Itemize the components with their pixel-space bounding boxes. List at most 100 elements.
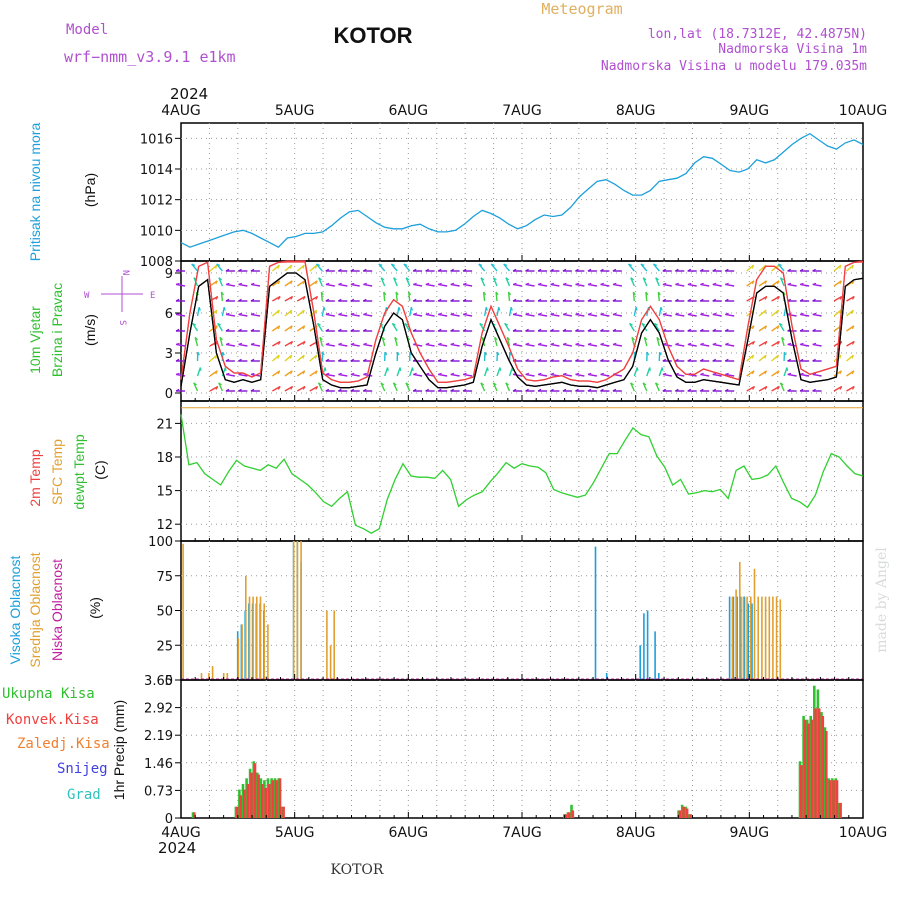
wind-arrow-head bbox=[712, 388, 717, 392]
wind-arrow-head bbox=[812, 342, 817, 345]
wind-arrow-head bbox=[642, 277, 647, 281]
wind-arrow-head bbox=[250, 358, 255, 362]
y-tick-label: 100 bbox=[148, 535, 173, 550]
wind-arrow-head bbox=[575, 298, 579, 302]
wind-arrow-head bbox=[600, 328, 604, 332]
wind-arrow bbox=[218, 382, 224, 392]
wind-arrow-head bbox=[525, 312, 530, 315]
wind-arrow bbox=[771, 340, 780, 347]
precip-legend-snow: Snijeg bbox=[57, 761, 108, 777]
wind-arrow-head bbox=[725, 282, 729, 285]
wind-arrow bbox=[403, 263, 411, 272]
wind-arrow-head bbox=[537, 388, 542, 392]
wind-arrow-head bbox=[575, 358, 579, 362]
wind-arrow-head bbox=[687, 312, 692, 315]
bar-total_precip bbox=[273, 778, 277, 818]
wind-arrow-head bbox=[562, 268, 567, 272]
wind-arrow bbox=[193, 382, 199, 392]
wind-arrow-head bbox=[687, 298, 692, 302]
bar-conv_precip bbox=[257, 774, 260, 818]
bar-high_cloud bbox=[646, 610, 649, 680]
wind-arrow bbox=[600, 283, 610, 287]
wind-arrow bbox=[413, 343, 423, 347]
y-tick-label: 1016 bbox=[140, 132, 173, 147]
bar-conv_precip bbox=[282, 806, 285, 818]
wind-arrow bbox=[271, 325, 281, 332]
wind-arrow bbox=[758, 354, 767, 362]
wind-arrow-head bbox=[338, 328, 342, 332]
wind-arrow-head bbox=[463, 282, 467, 285]
wind-arrow-head bbox=[425, 358, 429, 362]
x-tick-label-bottom: 9AUG bbox=[730, 825, 770, 841]
wind-arrow-head bbox=[662, 372, 667, 375]
wind-arrow-head bbox=[764, 354, 767, 359]
wind-arrow-head bbox=[587, 342, 592, 345]
wind-arrow bbox=[812, 343, 822, 347]
wind-arrow bbox=[512, 343, 523, 347]
wind-arrow-head bbox=[600, 358, 604, 362]
wind-arrow bbox=[506, 337, 511, 347]
wind-arrow-head bbox=[175, 328, 180, 332]
wind-arrow-head bbox=[290, 325, 293, 330]
x-tick-label-bottom: 4AUG bbox=[161, 825, 201, 841]
wind-arrow bbox=[812, 283, 822, 287]
wind-arrow-head bbox=[215, 296, 219, 300]
wind-arrow-head bbox=[504, 322, 509, 326]
wind-arrow-head bbox=[525, 328, 529, 332]
wind-arrow bbox=[250, 313, 261, 317]
wind-arrow-head bbox=[725, 372, 729, 375]
wind-arrow-head bbox=[630, 277, 634, 281]
wind-arrow-head bbox=[575, 342, 580, 345]
wind-arrow-head bbox=[778, 263, 782, 266]
wind-arrow-head bbox=[587, 388, 592, 392]
wind-arrow-head bbox=[600, 312, 604, 315]
wind-arrow bbox=[771, 370, 780, 377]
y-tick-label: 1012 bbox=[140, 194, 173, 209]
wind-arrow-head bbox=[289, 309, 293, 314]
bar-high_cloud bbox=[751, 603, 753, 680]
wind-arrow bbox=[507, 291, 511, 302]
wind-arrow-head bbox=[412, 328, 417, 332]
wind-arrow-head bbox=[839, 264, 842, 269]
wind-arrow-head bbox=[250, 328, 255, 332]
wind-arrow-head bbox=[381, 336, 386, 341]
wind-arrow-head bbox=[199, 367, 202, 372]
wind-arrow bbox=[238, 373, 248, 377]
wind-arrow-head bbox=[493, 382, 497, 386]
wind-arrow bbox=[758, 264, 767, 272]
wind-arrow-head bbox=[700, 372, 704, 375]
wind-arrow-head bbox=[751, 264, 755, 269]
wind-arrow-head bbox=[250, 298, 255, 302]
wind-arrow-head bbox=[799, 268, 804, 272]
wind-arrow-head bbox=[641, 322, 646, 326]
wind-arrow-head bbox=[654, 322, 658, 326]
wind-arrow-head bbox=[653, 263, 658, 266]
wind-arrow-head bbox=[537, 372, 542, 375]
wind-arrow-head bbox=[302, 370, 306, 375]
wind-arrow-head bbox=[277, 354, 280, 359]
wind-arrow bbox=[381, 337, 386, 347]
bar-high_cloud bbox=[643, 613, 645, 680]
wind-arrow bbox=[478, 263, 486, 272]
wind-arrow bbox=[221, 367, 227, 377]
bar-high_cloud bbox=[605, 673, 608, 680]
wind-arrow bbox=[781, 337, 785, 347]
wind-arrow bbox=[525, 313, 535, 317]
wind-arrow-head bbox=[350, 358, 355, 362]
temp-side-label-3: dewpt Temp bbox=[71, 434, 87, 509]
wind-arrow-head bbox=[175, 358, 180, 362]
cloud-ylabel: (%) bbox=[87, 597, 103, 619]
wind-arrow-head bbox=[699, 358, 704, 362]
wind-arrow-head bbox=[277, 341, 281, 345]
wind-arrow bbox=[296, 385, 306, 392]
wind-arrow-head bbox=[612, 312, 617, 315]
wind-arrow bbox=[225, 283, 236, 287]
wind-arrow bbox=[600, 313, 610, 317]
wind-arrow-head bbox=[378, 263, 383, 266]
wind-arrow-head bbox=[318, 277, 322, 281]
wind-arrow-head bbox=[302, 325, 306, 330]
wind-arrow-head bbox=[325, 298, 330, 302]
wind-arrow bbox=[771, 354, 779, 362]
x-tick-label-top: 10AUG bbox=[839, 103, 888, 119]
wind-arrow bbox=[537, 313, 548, 317]
